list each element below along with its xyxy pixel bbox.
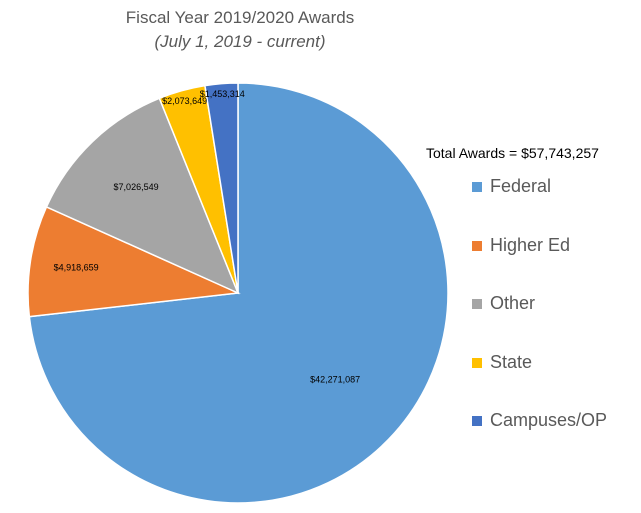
- pie-slice-other: [45, 97, 240, 295]
- chart-title: Fiscal Year 2019/2020 Awards: [125, 8, 355, 27]
- legend-label-higher-ed: Higher Ed: [490, 234, 571, 255]
- data-label-other: $7,026,549: [114, 182, 159, 192]
- legend-label-campuses-op: Campuses/OP: [490, 410, 608, 430]
- data-label-federal: $42,271,087: [310, 375, 360, 385]
- legend-item-campuses-op: Campuses/OP: [472, 410, 607, 469]
- legend: Federal Higher Ed Other State Campuses/O…: [472, 176, 607, 469]
- legend-swatch-higher-ed: [472, 240, 482, 251]
- legend-swatch-federal: [472, 182, 482, 192]
- legend-item-state: State: [472, 352, 607, 411]
- data-label-campuses-op: $1,453,314: [200, 89, 245, 99]
- legend-label-federal: Federal: [490, 176, 552, 196]
- legend-swatch-campuses-op: [472, 416, 482, 426]
- data-label-higher-ed: $4,918,659: [54, 263, 99, 273]
- legend-item-federal: Federal: [472, 176, 607, 235]
- pie-slice-campuses-op: [204, 82, 239, 294]
- legend-swatch-other: [472, 299, 482, 309]
- legend-item-higher-ed: Higher Ed: [472, 235, 607, 294]
- legend-label-state: State: [490, 351, 533, 372]
- total-awards: Total Awards = $57,743,257: [426, 145, 599, 161]
- pie-slice-higher-ed: [27, 205, 241, 318]
- data-label-state: $2,073,649: [162, 96, 207, 106]
- legend-swatch-state: [472, 357, 482, 368]
- legend-label-other: Other: [490, 293, 536, 313]
- chart-subtitle: (July 1, 2019 - current): [154, 32, 326, 51]
- legend-item-other: Other: [472, 293, 607, 352]
